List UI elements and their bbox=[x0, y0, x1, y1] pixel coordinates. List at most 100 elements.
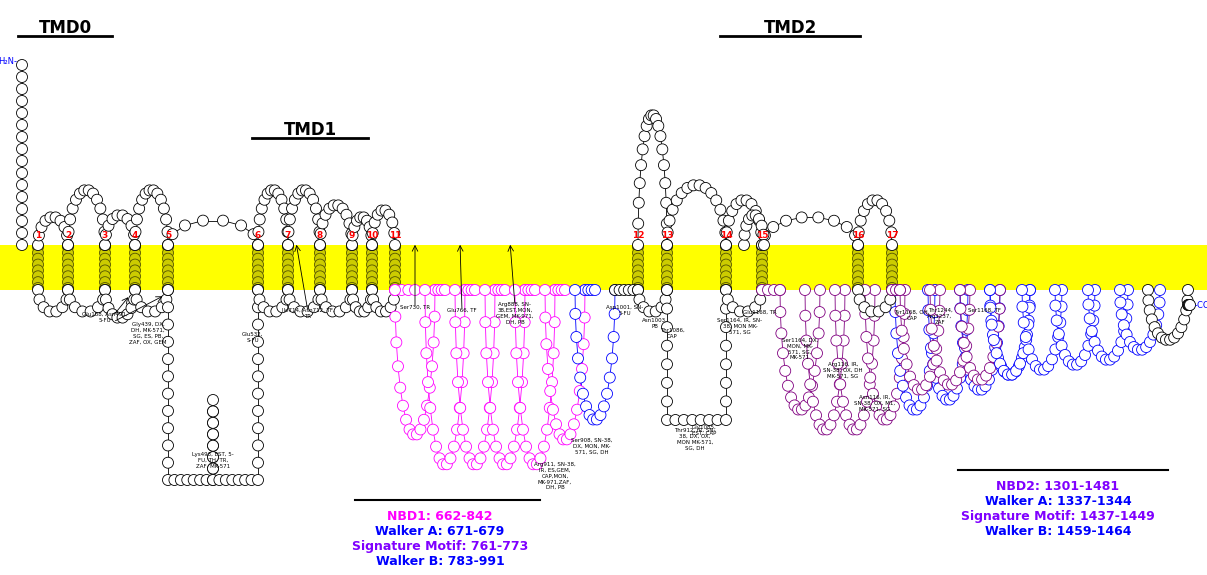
Circle shape bbox=[995, 285, 1005, 296]
Circle shape bbox=[928, 340, 939, 351]
Circle shape bbox=[678, 415, 689, 426]
Circle shape bbox=[991, 348, 1002, 359]
Circle shape bbox=[980, 381, 991, 392]
Circle shape bbox=[919, 392, 929, 403]
Circle shape bbox=[93, 302, 104, 313]
Circle shape bbox=[1104, 354, 1115, 365]
Circle shape bbox=[56, 215, 66, 226]
Circle shape bbox=[746, 198, 757, 209]
Circle shape bbox=[931, 355, 943, 366]
Circle shape bbox=[1109, 351, 1120, 362]
Text: Walker A: 1337-1344: Walker A: 1337-1344 bbox=[985, 495, 1131, 508]
Circle shape bbox=[78, 185, 89, 196]
Circle shape bbox=[1150, 320, 1161, 331]
Circle shape bbox=[987, 351, 999, 362]
Circle shape bbox=[99, 285, 111, 296]
Circle shape bbox=[844, 419, 855, 430]
Circle shape bbox=[934, 305, 945, 316]
Circle shape bbox=[156, 302, 168, 313]
Circle shape bbox=[33, 242, 43, 252]
Circle shape bbox=[579, 285, 590, 296]
Circle shape bbox=[1156, 332, 1167, 343]
Circle shape bbox=[1160, 334, 1172, 345]
Circle shape bbox=[252, 247, 263, 258]
Circle shape bbox=[63, 253, 74, 264]
Circle shape bbox=[430, 285, 441, 296]
Circle shape bbox=[1183, 285, 1194, 296]
Circle shape bbox=[751, 210, 762, 221]
Circle shape bbox=[571, 331, 582, 343]
Text: 8: 8 bbox=[317, 231, 323, 240]
Circle shape bbox=[835, 379, 846, 390]
Circle shape bbox=[282, 282, 293, 293]
Circle shape bbox=[542, 424, 553, 435]
Circle shape bbox=[70, 302, 81, 313]
Circle shape bbox=[1115, 297, 1126, 308]
Circle shape bbox=[17, 95, 28, 106]
Circle shape bbox=[1116, 309, 1127, 320]
Circle shape bbox=[1184, 300, 1195, 310]
Circle shape bbox=[741, 195, 752, 206]
Circle shape bbox=[368, 294, 379, 305]
Text: Glu532,
S-FU: Glu532, S-FU bbox=[243, 332, 264, 343]
Circle shape bbox=[852, 259, 863, 270]
Circle shape bbox=[500, 285, 511, 296]
Circle shape bbox=[660, 197, 672, 208]
Circle shape bbox=[1144, 305, 1155, 316]
Circle shape bbox=[572, 353, 583, 364]
Circle shape bbox=[1154, 297, 1165, 308]
Circle shape bbox=[63, 277, 74, 288]
Circle shape bbox=[775, 285, 786, 296]
Circle shape bbox=[390, 242, 401, 252]
Circle shape bbox=[931, 372, 941, 384]
Circle shape bbox=[929, 285, 940, 296]
Circle shape bbox=[646, 110, 657, 121]
Circle shape bbox=[390, 271, 401, 282]
Circle shape bbox=[252, 285, 263, 296]
Circle shape bbox=[33, 247, 43, 258]
Circle shape bbox=[281, 294, 292, 305]
Circle shape bbox=[1121, 329, 1132, 340]
Text: 15: 15 bbox=[756, 231, 768, 240]
Circle shape bbox=[315, 240, 326, 251]
Circle shape bbox=[403, 285, 414, 296]
Text: Asn1003,
PB: Asn1003, PB bbox=[642, 318, 667, 329]
Circle shape bbox=[542, 363, 554, 374]
Circle shape bbox=[345, 294, 356, 305]
Circle shape bbox=[886, 253, 898, 264]
Circle shape bbox=[661, 259, 672, 270]
Circle shape bbox=[63, 240, 74, 251]
Text: Walker B: 1459-1464: Walker B: 1459-1464 bbox=[985, 525, 1131, 538]
Circle shape bbox=[367, 242, 378, 252]
Text: TMD2: TMD2 bbox=[763, 19, 817, 37]
Circle shape bbox=[163, 285, 174, 296]
Circle shape bbox=[99, 277, 111, 288]
Circle shape bbox=[33, 265, 43, 276]
Circle shape bbox=[577, 363, 588, 374]
Circle shape bbox=[1021, 335, 1032, 346]
Circle shape bbox=[367, 282, 378, 293]
Circle shape bbox=[777, 348, 788, 359]
Circle shape bbox=[995, 303, 1005, 314]
Circle shape bbox=[575, 372, 585, 383]
Circle shape bbox=[610, 285, 620, 296]
Circle shape bbox=[1053, 332, 1063, 343]
Circle shape bbox=[946, 379, 957, 390]
Circle shape bbox=[508, 441, 519, 452]
Circle shape bbox=[350, 302, 361, 313]
Circle shape bbox=[252, 259, 263, 270]
Circle shape bbox=[584, 409, 595, 420]
Circle shape bbox=[282, 240, 293, 251]
Circle shape bbox=[805, 379, 816, 390]
Circle shape bbox=[1083, 285, 1094, 296]
Circle shape bbox=[33, 285, 43, 296]
Circle shape bbox=[301, 185, 311, 196]
Circle shape bbox=[925, 365, 935, 377]
Circle shape bbox=[797, 404, 807, 415]
Circle shape bbox=[435, 453, 445, 464]
Circle shape bbox=[753, 213, 764, 224]
Circle shape bbox=[478, 441, 489, 452]
Circle shape bbox=[757, 277, 768, 288]
Circle shape bbox=[227, 474, 238, 485]
Circle shape bbox=[310, 203, 321, 214]
